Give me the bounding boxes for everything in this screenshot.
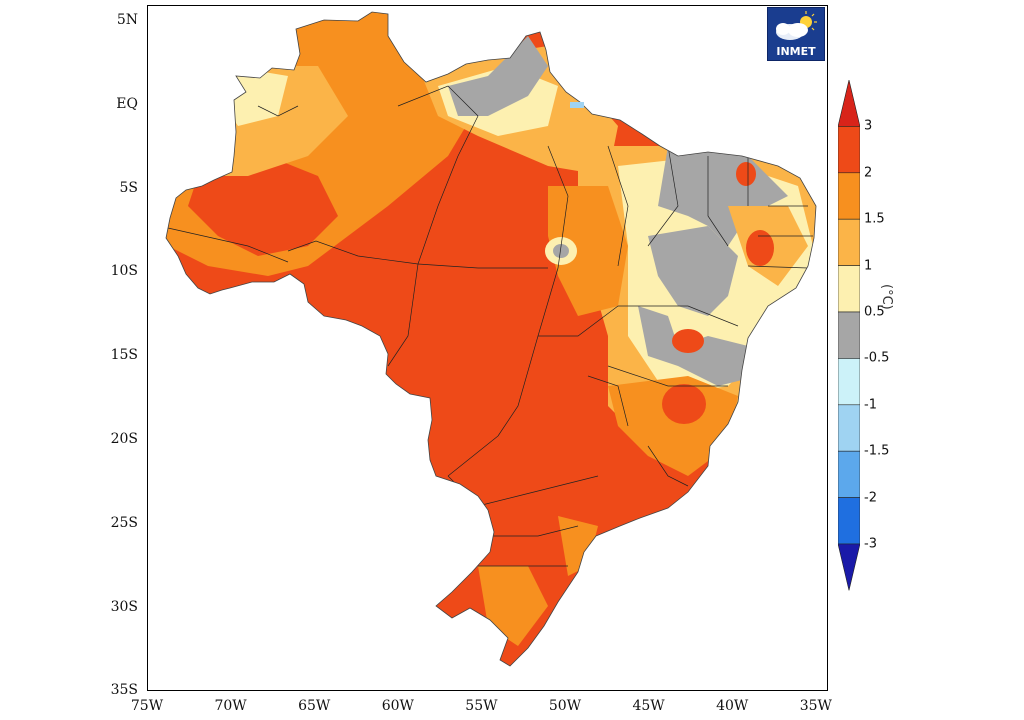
longitude-tick-label: 75W: [130, 698, 164, 714]
latitude-tick-label: 25S: [110, 514, 138, 531]
colorbar-tick-label: -2: [864, 490, 877, 506]
colorbar-segment-0.5_to_1: [838, 265, 860, 313]
longitude-tick-label: 70W: [214, 698, 247, 714]
anomaly-fill-2-to-3: [746, 230, 774, 266]
colorbar-segment-1_to_1.5: [838, 218, 860, 266]
longitude-tick-label: 60W: [381, 698, 414, 714]
latitude-tick-label: 5N: [116, 12, 138, 28]
sun-cloud-icon: [776, 11, 817, 40]
longitude-tick-label: 40W: [716, 698, 749, 714]
anomaly-fill-1.5-to-2: [548, 186, 628, 316]
colorbar-segment-above_3: [838, 80, 860, 127]
latitude-tick-label: 5S: [119, 179, 139, 196]
inmet-logo: INMET: [767, 7, 825, 61]
colorbar-segment--1.5_to_-1: [838, 404, 860, 452]
colorbar-tick-label: 0.5: [864, 304, 885, 320]
anomaly-fill-2-to-3: [662, 384, 706, 424]
anomaly-fill-neutral: [553, 244, 569, 258]
map-frame: [147, 5, 828, 691]
colorbar-tick-label: 1.5: [864, 211, 885, 227]
temperature-anomaly-map: [165, 11, 817, 667]
colorbar-tick-label: -3: [864, 536, 877, 552]
colorbar-tick-label: -1: [864, 397, 877, 413]
anomaly-fill-2-to-3: [736, 162, 756, 186]
colorbar-tick-label: 1: [864, 258, 873, 274]
coastal-anomaly-patch: [570, 102, 584, 108]
longitude-tick-label: 35W: [799, 698, 832, 714]
longitude-tick-label: 50W: [548, 698, 582, 714]
anomaly-fill-neutral: [648, 226, 738, 316]
anomaly-fill-2-to-3: [672, 329, 704, 353]
colorbar-segment-2_to_3: [838, 126, 860, 174]
colorbar-tick-label: 2: [864, 165, 873, 181]
latitude-tick-label: 10S: [110, 263, 138, 280]
latitude-tick-label: 20S: [110, 431, 138, 447]
colorbar-tick-label: 3: [864, 118, 873, 134]
latitude-tick-label: 35S: [110, 682, 138, 699]
colorbar-tick-label: -0.5: [864, 350, 890, 366]
latitude-tick-label: EQ: [116, 95, 138, 112]
colorbar-tick-label: -1.5: [864, 443, 890, 459]
latitude-tick-label: 15S: [110, 347, 138, 364]
colorbar-segment--1_to_-0.5: [838, 358, 860, 406]
state-borders: [167, 85, 813, 567]
colorbar: [838, 80, 860, 591]
colorbar-segment-below_-3: [838, 543, 860, 591]
colorbar-segment-1.5_to_2: [838, 172, 860, 220]
anomaly-fill-neutral: [448, 36, 548, 116]
longitude-tick-label: 45W: [632, 698, 665, 714]
colorbar-segment--3_to_-2: [838, 497, 860, 545]
longitude-tick-label: 65W: [298, 698, 331, 714]
colorbar-segment--0.5_to_0.5: [838, 311, 860, 359]
colorbar-segment--2_to_-1.5: [838, 450, 860, 498]
colorbar-unit: (°C): [879, 284, 894, 310]
logo-text: INMET: [776, 45, 816, 58]
longitude-tick-label: 55W: [465, 698, 498, 714]
latitude-tick-label: 30S: [110, 598, 138, 615]
